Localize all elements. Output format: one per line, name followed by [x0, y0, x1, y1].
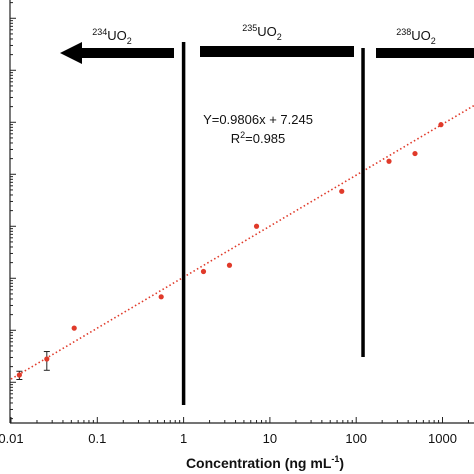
data-point — [44, 356, 50, 362]
region-arrows — [60, 42, 474, 64]
r-squared-label: R2=0.985 — [231, 130, 286, 146]
region-label-234: 234UO2 — [92, 27, 132, 46]
trendline — [10, 104, 474, 380]
region-label-238: 238UO2 — [396, 27, 436, 46]
x-axis-label: Concentration (ng mL-1) — [186, 454, 344, 471]
data-point — [386, 158, 392, 164]
data-point — [412, 150, 418, 157]
data-point — [71, 325, 77, 331]
arrow-234-shaft — [80, 48, 174, 58]
arrow-234-head — [60, 42, 82, 64]
data-point — [253, 223, 260, 229]
trendline-line — [10, 104, 474, 380]
x-tick-label: 0.01 — [0, 431, 24, 446]
data-point — [438, 122, 444, 128]
data-point — [200, 268, 207, 275]
x-tick-labels: 0.01 0.1 1 10 100 1000 — [0, 431, 457, 446]
x-tick-label: 10 — [263, 431, 277, 446]
data-point — [339, 188, 345, 194]
axes — [9, 0, 474, 424]
region-dividers — [181, 42, 365, 405]
x-tick-label: 0.1 — [88, 431, 106, 446]
arrow-238-shaft — [376, 48, 474, 58]
region-label-235: 235UO2 — [242, 23, 282, 42]
x-tick-label: 1000 — [428, 431, 457, 446]
trendline-equation: Y=0.9806x + 7.245 — [203, 112, 313, 127]
bar-235 — [200, 46, 354, 57]
data-point — [226, 262, 233, 268]
data-point — [158, 294, 164, 300]
data-point — [16, 372, 22, 378]
x-tick-label: 100 — [345, 431, 367, 446]
data-points — [16, 122, 444, 381]
x-tick-label: 1 — [180, 431, 187, 446]
